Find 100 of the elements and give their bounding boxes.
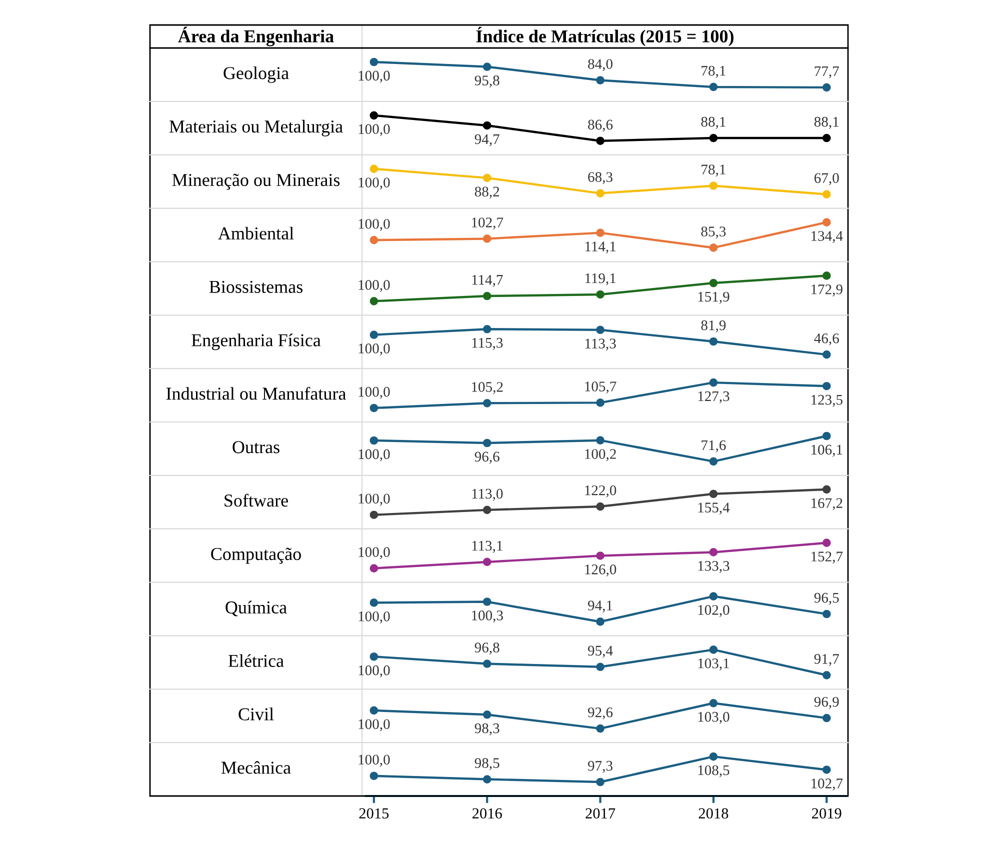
data-label: 102,7 (472, 218, 504, 230)
data-label: 133,3 (698, 561, 730, 573)
chart-title: Outras (232, 441, 280, 454)
point (709, 752, 718, 761)
data-label: 119,1 (585, 273, 616, 286)
point (709, 244, 718, 252)
data-label: 92,6 (588, 707, 613, 720)
point (482, 660, 492, 668)
data-label: 88,2 (474, 186, 500, 199)
point (596, 326, 604, 334)
data-label: 172,9 (812, 284, 842, 296)
point (709, 646, 718, 654)
point (709, 182, 718, 190)
point (482, 234, 492, 243)
point (709, 278, 718, 288)
data-label: 88,1 (701, 116, 726, 129)
data-label: 46,6 (814, 333, 839, 346)
data-label: 100,0 (358, 449, 390, 462)
data-label: 100,0 (358, 386, 390, 399)
chart-title: Engenharia Física (192, 334, 321, 350)
x-tick-label: 2018 (698, 808, 728, 819)
chart-title: Química (226, 600, 287, 616)
data-label: 94,1 (588, 600, 612, 613)
point (596, 662, 604, 672)
x-tick-label: 2015 (359, 808, 389, 819)
point (596, 290, 604, 299)
data-label: 167,2 (812, 498, 842, 510)
data-label: 78,1 (702, 164, 726, 177)
data-label: 103,1 (698, 658, 729, 670)
data-label: 113,0 (472, 488, 503, 501)
data-label: 100,0 (358, 70, 390, 83)
data-label: 114,1 (585, 242, 616, 254)
point (822, 538, 831, 548)
data-label: 77,7 (814, 66, 839, 78)
point (370, 652, 378, 661)
text: Índice de Matrículas (2015 = 100) (476, 26, 734, 46)
point (482, 62, 492, 71)
point (482, 598, 492, 606)
data-label: 106,1 (812, 444, 842, 457)
point (709, 378, 718, 387)
data-label: 102,7 (812, 778, 843, 790)
data-label: 100,0 (358, 547, 390, 560)
point (596, 189, 604, 198)
chart-title: Elétrica (228, 654, 284, 667)
point (596, 436, 604, 445)
point (370, 164, 378, 174)
data-label: 98,3 (474, 723, 500, 736)
data-label: 97,3 (588, 760, 612, 773)
x-tick-label: 2016 (472, 808, 502, 819)
point (709, 457, 718, 466)
data-label: 84,0 (588, 59, 612, 72)
data-label: 71,6 (702, 440, 726, 452)
point (482, 174, 492, 182)
point (596, 724, 604, 733)
data-label: 105,7 (585, 382, 616, 394)
point (370, 564, 378, 572)
point (596, 76, 604, 84)
point (822, 714, 831, 722)
data-label: 152,7 (812, 552, 843, 564)
point (370, 111, 378, 120)
point (370, 436, 378, 445)
point (482, 710, 492, 719)
point (482, 775, 492, 784)
text: Área da Engenharia (178, 26, 334, 46)
data-label: 115,3 (472, 338, 503, 350)
data-label: 91,7 (814, 654, 839, 666)
point (482, 121, 492, 130)
point (370, 510, 378, 520)
chart-title: Mecânica (221, 761, 291, 774)
point (370, 404, 378, 412)
data-label: 81,9 (701, 320, 726, 332)
point (822, 485, 831, 494)
chart-title: Materiais ou Metalurgia (169, 120, 343, 136)
data-label: 100,0 (358, 124, 390, 136)
point (370, 296, 378, 306)
point (822, 610, 831, 618)
point (822, 272, 831, 280)
point (822, 670, 831, 680)
data-label: 100,0 (358, 344, 390, 356)
point (596, 398, 604, 407)
chart-title: Mineração ou Minerais (172, 174, 340, 190)
chart-title: Civil (238, 708, 274, 720)
data-label: 100,0 (358, 754, 390, 767)
data-label: 127,3 (698, 391, 730, 404)
point (822, 766, 831, 774)
data-label: 95,8 (474, 76, 500, 88)
point (482, 292, 492, 300)
data-label: 155,4 (698, 502, 730, 515)
data-label: 95,4 (588, 646, 613, 658)
data-label: 113,1 (472, 540, 502, 553)
data-label: 100,0 (358, 178, 390, 190)
data-label: 67,0 (814, 173, 839, 186)
data-label: 96,6 (474, 452, 500, 464)
point (709, 82, 718, 92)
data-label: 108,5 (698, 765, 730, 778)
data-label: 88,1 (814, 116, 839, 129)
data-label: 100,0 (358, 218, 390, 231)
data-label: 151,9 (698, 292, 730, 304)
chart-title: Software (224, 494, 288, 507)
point (596, 502, 604, 511)
